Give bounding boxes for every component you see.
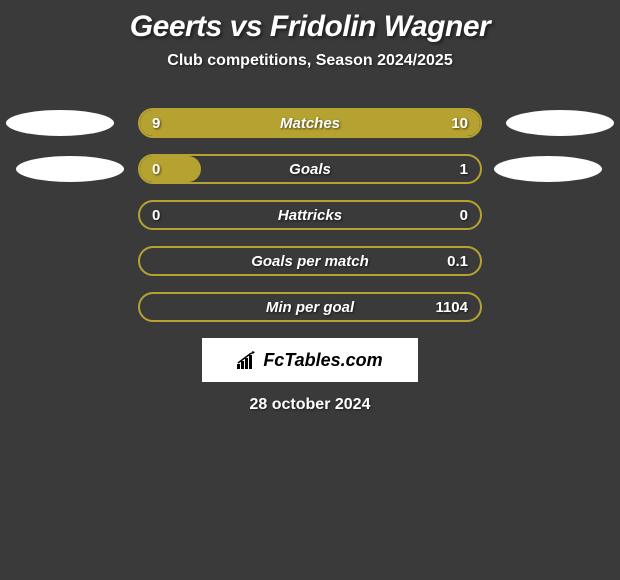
player-left-ellipse bbox=[6, 110, 114, 136]
stat-label: Goals bbox=[140, 161, 480, 178]
stat-value-right: 1 bbox=[460, 161, 468, 178]
chart-icon bbox=[237, 351, 259, 369]
stat-value-right: 0 bbox=[460, 207, 468, 224]
bars-holder: 9Matches100Goals10Hattricks0Goals per ma… bbox=[0, 108, 620, 322]
stat-row: 0Goals1 bbox=[0, 154, 620, 184]
stat-label: Min per goal bbox=[140, 299, 480, 316]
logo-label: FcTables.com bbox=[263, 350, 382, 371]
stat-label: Matches bbox=[140, 115, 480, 132]
stat-value-right: 10 bbox=[451, 115, 468, 132]
stat-row: Goals per match0.1 bbox=[0, 246, 620, 276]
stat-bar: 9Matches10 bbox=[138, 108, 482, 138]
logo-box: FcTables.com bbox=[202, 338, 418, 382]
stat-value-right: 1104 bbox=[435, 299, 468, 316]
stat-row: 0Hattricks0 bbox=[0, 200, 620, 230]
date-text: 28 october 2024 bbox=[0, 396, 620, 414]
stat-bar: 0Goals1 bbox=[138, 154, 482, 184]
stat-bar: Min per goal1104 bbox=[138, 292, 482, 322]
page-title: Geerts vs Fridolin Wagner bbox=[0, 10, 620, 44]
chart-container: Geerts vs Fridolin Wagner Club competiti… bbox=[0, 0, 620, 424]
stat-bar: 0Hattricks0 bbox=[138, 200, 482, 230]
stat-label: Goals per match bbox=[140, 253, 480, 270]
player-right-ellipse bbox=[506, 110, 614, 136]
stat-bar: Goals per match0.1 bbox=[138, 246, 482, 276]
stat-row: Min per goal1104 bbox=[0, 292, 620, 322]
stat-value-right: 0.1 bbox=[447, 253, 468, 270]
page-subtitle: Club competitions, Season 2024/2025 bbox=[0, 52, 620, 70]
player-left-ellipse bbox=[16, 156, 124, 182]
stat-row: 9Matches10 bbox=[0, 108, 620, 138]
logo-text: FcTables.com bbox=[237, 350, 382, 371]
stat-label: Hattricks bbox=[140, 207, 480, 224]
player-right-ellipse bbox=[494, 156, 602, 182]
